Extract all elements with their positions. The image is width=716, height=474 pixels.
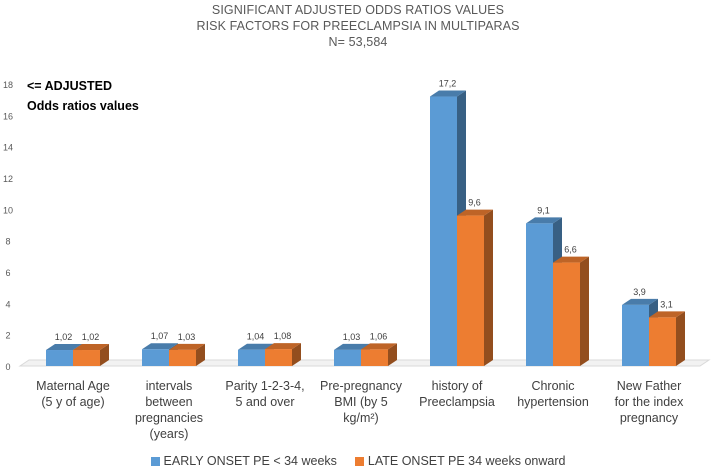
category-label-6: New Father for the index pregnancy — [614, 379, 684, 425]
bars — [46, 90, 685, 367]
data-label-late-2: 1,08 — [274, 331, 292, 341]
bar-late-6 — [649, 311, 685, 366]
data-label-late-6: 3,1 — [660, 299, 673, 309]
y-tick-label: 4 — [5, 299, 10, 309]
data-label-late-0: 1,02 — [82, 332, 100, 342]
data-label-late-3: 1,06 — [370, 331, 388, 341]
legend-label-late: LATE ONSET PE 34 weeks onward — [367, 454, 566, 468]
chart-title-line-3: N= 53,584 — [328, 35, 388, 49]
y-tick-label: 0 — [5, 362, 10, 372]
bar-late-3 — [361, 343, 397, 366]
category-label-0: Maternal Age (5 y of age) — [36, 379, 110, 409]
y-tick-label: 2 — [5, 331, 10, 341]
data-label-late-5: 6,6 — [564, 245, 577, 255]
data-label-early-6: 3,9 — [633, 287, 646, 297]
legend-label-early: EARLY ONSET PE < 34 weeks — [163, 454, 337, 468]
bar-late-4 — [457, 209, 493, 366]
category-label-2: Parity 1-2-3-4, 5 and over — [225, 379, 305, 409]
data-label-early-1: 1,07 — [151, 331, 169, 341]
data-label-late-1: 1,03 — [178, 332, 196, 342]
y-tick-label: 14 — [3, 143, 13, 153]
legend-swatch-early — [150, 456, 160, 466]
category-label-5: Chronic hypertension — [517, 379, 589, 409]
category-label-3: Pre-pregnancy BMI (by 5 kg/m²) — [320, 379, 402, 425]
y-tick-label: 18 — [3, 80, 13, 90]
y-tick-label: 16 — [3, 111, 13, 121]
data-label-early-3: 1,03 — [343, 332, 361, 342]
data-label-late-4: 9,6 — [468, 198, 481, 208]
data-label-early-2: 1,04 — [247, 332, 265, 342]
annotation-line-1: <= ADJUSTED — [27, 79, 112, 93]
legend-item-early: EARLY ONSET PE < 34 weeks — [150, 454, 337, 468]
legend-item-late: LATE ONSET PE 34 weeks onward — [354, 454, 566, 468]
legend-swatch-late — [354, 456, 364, 466]
y-axis-ticks: 0 2 4 6 8 10 12 14 16 18 — [3, 80, 13, 372]
chart-title-line-2: RISK FACTORS FOR PREECLAMPSIA IN MULTIPA… — [196, 19, 520, 33]
category-label-4: history of Preeclampsia — [419, 379, 495, 409]
bar-late-5 — [553, 256, 589, 366]
data-labels: 1,02 1,02 1,07 1,03 1,04 1,08 1,03 1,06 17,2 9,6 9… — [55, 79, 673, 342]
bar-late-2 — [265, 343, 301, 366]
category-label-1: intervals between pregnancies (years) — [134, 379, 204, 441]
data-label-early-4: 17,2 — [439, 79, 457, 89]
bar-late-1 — [169, 343, 205, 366]
bar-late-0 — [73, 344, 109, 366]
y-tick-label: 6 — [5, 268, 10, 278]
y-tick-label: 10 — [3, 205, 13, 215]
annotation-line-2: Odds ratios values — [27, 99, 139, 113]
data-label-early-5: 9,1 — [537, 205, 550, 215]
y-tick-label: 12 — [3, 174, 13, 184]
y-tick-label: 8 — [5, 237, 10, 247]
legend: EARLY ONSET PE < 34 weeks LATE ONSET PE … — [0, 454, 716, 468]
chart-title-line-1: SIGNIFICANT ADJUSTED ODDS RATIOS VALUES — [211, 3, 505, 17]
data-label-early-0: 1,02 — [55, 332, 73, 342]
